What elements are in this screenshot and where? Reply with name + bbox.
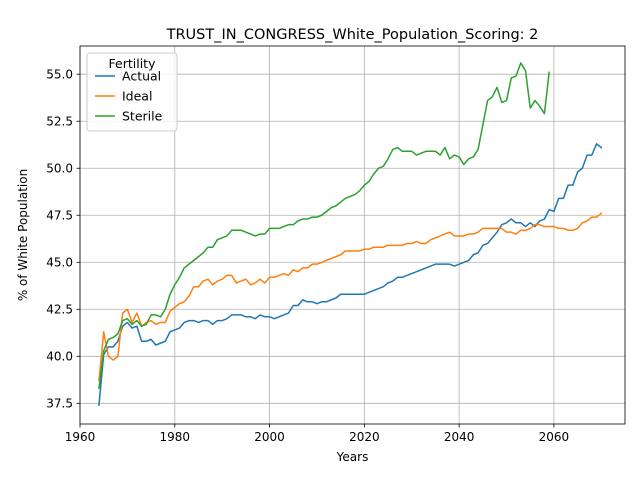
x-tick-label: 1960 (65, 430, 96, 444)
plot-frame (79, 45, 626, 425)
grid (79, 46, 625, 424)
legend-label-ideal: Ideal (122, 89, 152, 104)
series-line-ideal (98, 212, 603, 382)
series-layer (98, 62, 603, 407)
y-tick-label: 47.5 (46, 209, 73, 223)
series-line-sterile (98, 62, 551, 390)
legend-label-sterile: Sterile (122, 109, 163, 124)
legend-title: Fertility (109, 56, 157, 71)
x-tick-label: 2020 (349, 430, 380, 444)
x-axis-label: Years (336, 450, 369, 464)
y-axis: 37.5 40.0 42.5 45.0 47.5 50.0 52.5 55.0 (46, 68, 80, 411)
y-tick-label: 42.5 (46, 303, 73, 317)
legend: Fertility Actual Ideal Sterile (86, 52, 178, 132)
x-axis: 1960 1980 2000 2020 2040 2060 (65, 424, 569, 444)
y-tick-label: 40.0 (46, 350, 73, 364)
y-tick-label: 50.0 (46, 162, 73, 176)
series-line-actual (98, 143, 603, 407)
x-tick-label: 2000 (254, 430, 285, 444)
y-tick-label: 52.5 (46, 115, 73, 129)
x-tick-label: 2040 (444, 430, 475, 444)
y-tick-label: 45.0 (46, 256, 73, 270)
legend-label-actual: Actual (122, 69, 161, 84)
legend-box (86, 52, 178, 132)
x-tick-label: 2060 (539, 430, 570, 444)
x-tick-label: 1980 (160, 430, 191, 444)
y-tick-label: 55.0 (46, 68, 73, 82)
y-axis-label: % of White Population (16, 169, 30, 301)
y-tick-label: 37.5 (46, 397, 73, 411)
chart-title: TRUST_IN_CONGRESS_White_Population_Scori… (166, 27, 539, 43)
